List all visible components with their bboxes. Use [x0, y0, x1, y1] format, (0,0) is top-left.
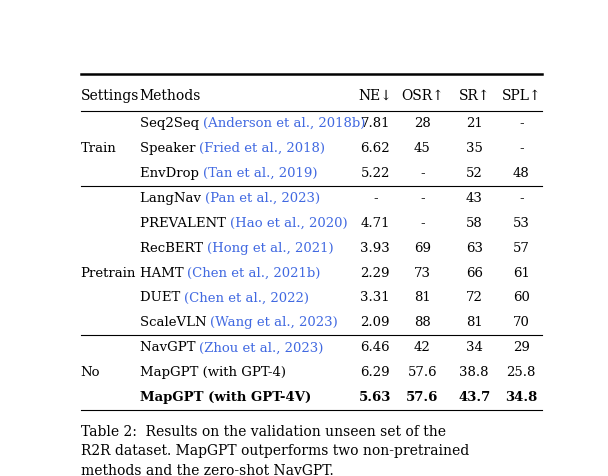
- Text: (Hao et al., 2020): (Hao et al., 2020): [230, 217, 347, 229]
- Text: 48: 48: [513, 167, 530, 180]
- Text: 28: 28: [414, 117, 430, 130]
- Text: EnvDrop: EnvDrop: [140, 167, 202, 180]
- Text: (Chen et al., 2021b): (Chen et al., 2021b): [187, 267, 321, 279]
- Text: 38.8: 38.8: [460, 366, 489, 379]
- Text: (Chen et al., 2022): (Chen et al., 2022): [184, 291, 309, 305]
- Text: 34.8: 34.8: [505, 391, 537, 404]
- Text: NE↓: NE↓: [358, 89, 392, 103]
- Text: (Fried et al., 2018): (Fried et al., 2018): [199, 142, 325, 155]
- Text: LangNav: LangNav: [140, 192, 205, 205]
- Text: Table 2:  Results on the validation unseen set of the
R2R dataset. MapGPT outper: Table 2: Results on the validation unsee…: [81, 425, 469, 476]
- Text: Seq2Seq: Seq2Seq: [140, 117, 203, 130]
- Text: -: -: [519, 142, 523, 155]
- Text: (Tan et al., 2019): (Tan et al., 2019): [202, 167, 317, 180]
- Text: 72: 72: [466, 291, 483, 305]
- Text: 7.81: 7.81: [361, 117, 390, 130]
- Text: 45: 45: [414, 142, 430, 155]
- Text: Pretrain: Pretrain: [81, 267, 136, 279]
- Text: -: -: [519, 117, 523, 130]
- Text: PREVALENT: PREVALENT: [140, 217, 230, 229]
- Text: MapGPT (with GPT-4): MapGPT (with GPT-4): [140, 366, 286, 379]
- Text: SPL↑: SPL↑: [502, 89, 541, 103]
- Text: 5.63: 5.63: [359, 391, 392, 404]
- Text: 66: 66: [466, 267, 483, 279]
- Text: 57: 57: [513, 242, 530, 255]
- Text: 35: 35: [466, 142, 483, 155]
- Text: -: -: [420, 167, 424, 180]
- Text: (Zhou et al., 2023): (Zhou et al., 2023): [199, 341, 323, 354]
- Text: 34: 34: [466, 341, 483, 354]
- Text: (Wang et al., 2023): (Wang et al., 2023): [210, 317, 338, 329]
- Text: -: -: [420, 192, 424, 205]
- Text: MapGPT (with GPT-4V): MapGPT (with GPT-4V): [140, 391, 311, 404]
- Text: 69: 69: [414, 242, 431, 255]
- Text: 2.09: 2.09: [361, 317, 390, 329]
- Text: 53: 53: [513, 217, 530, 229]
- Text: 6.29: 6.29: [361, 366, 390, 379]
- Text: 3.31: 3.31: [361, 291, 390, 305]
- Text: -: -: [420, 217, 424, 229]
- Text: 70: 70: [513, 317, 530, 329]
- Text: 63: 63: [466, 242, 483, 255]
- Text: 60: 60: [513, 291, 530, 305]
- Text: SR↑: SR↑: [458, 89, 490, 103]
- Text: 43: 43: [466, 192, 483, 205]
- Text: 73: 73: [414, 267, 431, 279]
- Text: 52: 52: [466, 167, 483, 180]
- Text: 81: 81: [414, 291, 430, 305]
- Text: 5.22: 5.22: [361, 167, 390, 180]
- Text: 2.29: 2.29: [361, 267, 390, 279]
- Text: 29: 29: [513, 341, 530, 354]
- Text: (Hong et al., 2021): (Hong et al., 2021): [207, 242, 333, 255]
- Text: Methods: Methods: [140, 89, 201, 103]
- Text: (Pan et al., 2023): (Pan et al., 2023): [205, 192, 320, 205]
- Text: RecBERT: RecBERT: [140, 242, 207, 255]
- Text: 88: 88: [414, 317, 430, 329]
- Text: 57.6: 57.6: [406, 391, 438, 404]
- Text: DUET: DUET: [140, 291, 184, 305]
- Text: HAMT: HAMT: [140, 267, 187, 279]
- Text: Settings: Settings: [81, 89, 139, 103]
- Text: 61: 61: [513, 267, 530, 279]
- Text: -: -: [519, 192, 523, 205]
- Text: 58: 58: [466, 217, 483, 229]
- Text: OSR↑: OSR↑: [401, 89, 444, 103]
- Text: 6.62: 6.62: [361, 142, 390, 155]
- Text: NavGPT: NavGPT: [140, 341, 199, 354]
- Text: No: No: [81, 366, 100, 379]
- Text: 81: 81: [466, 317, 483, 329]
- Text: Train: Train: [81, 142, 117, 155]
- Text: 6.46: 6.46: [361, 341, 390, 354]
- Text: 4.71: 4.71: [361, 217, 390, 229]
- Text: 25.8: 25.8: [506, 366, 536, 379]
- Text: -: -: [373, 192, 378, 205]
- Text: 3.93: 3.93: [361, 242, 390, 255]
- Text: Speaker: Speaker: [140, 142, 199, 155]
- Text: 42: 42: [414, 341, 430, 354]
- Text: 43.7: 43.7: [458, 391, 490, 404]
- Text: 57.6: 57.6: [407, 366, 437, 379]
- Text: (Anderson et al., 2018b): (Anderson et al., 2018b): [203, 117, 365, 130]
- Text: 21: 21: [466, 117, 483, 130]
- Text: ScaleVLN: ScaleVLN: [140, 317, 210, 329]
